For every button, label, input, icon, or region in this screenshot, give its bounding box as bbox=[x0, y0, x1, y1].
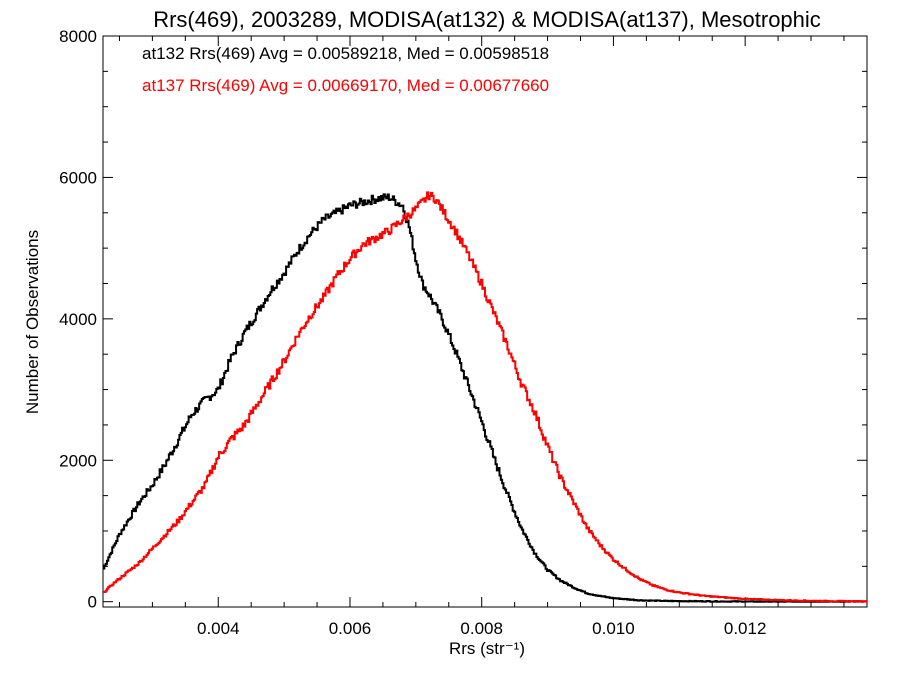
x-axis-label: Rrs (str⁻¹) bbox=[449, 639, 525, 658]
plot-frame bbox=[102, 35, 868, 608]
x-tick-label: 0.010 bbox=[592, 619, 635, 638]
series-layer bbox=[103, 191, 867, 603]
y-axis-label: Number of Observations bbox=[23, 230, 42, 414]
y-tick-label: 4000 bbox=[59, 310, 97, 329]
annotations: at132 Rrs(469) Avg = 0.00589218, Med = 0… bbox=[142, 44, 549, 95]
chart-title: Rrs(469), 2003289, MODISA(at132) & MODIS… bbox=[153, 7, 821, 32]
y-tick-label: 8000 bbox=[59, 27, 97, 46]
series-line-at132 bbox=[103, 193, 867, 603]
series-line-at137 bbox=[103, 191, 867, 603]
y-tick-label: 6000 bbox=[59, 168, 97, 187]
y-axis: 0 2000 4000 6000 8000 bbox=[59, 27, 867, 612]
y-tick-label: 0 bbox=[88, 593, 97, 612]
annotation-at137: at137 Rrs(469) Avg = 0.00669170, Med = 0… bbox=[142, 76, 549, 95]
x-tick-label: 0.008 bbox=[460, 619, 503, 638]
x-axis: 0.004 0.006 0.008 0.010 0.012 bbox=[118, 36, 845, 638]
y-tick-label: 2000 bbox=[59, 451, 97, 470]
x-tick-label: 0.004 bbox=[197, 619, 240, 638]
x-tick-label: 0.012 bbox=[724, 619, 767, 638]
x-tick-label: 0.006 bbox=[329, 619, 372, 638]
annotation-at132: at132 Rrs(469) Avg = 0.00589218, Med = 0… bbox=[142, 44, 549, 63]
